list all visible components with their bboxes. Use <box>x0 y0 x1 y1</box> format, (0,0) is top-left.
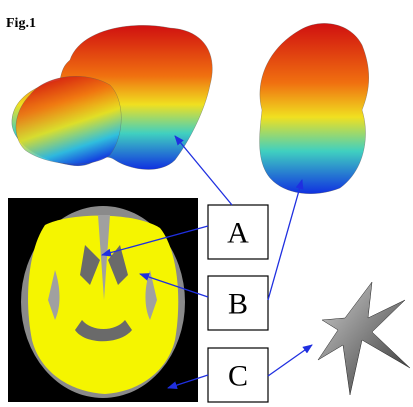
arrow <box>268 345 312 376</box>
box-label: C <box>228 360 248 393</box>
figure-label: Fig.1 <box>6 16 36 31</box>
figure: Fig.1 A B C <box>0 0 413 407</box>
box-label: A <box>227 217 249 250</box>
surface-plot <box>260 23 369 193</box>
arrow <box>175 136 232 205</box>
surface-plot-lobe <box>16 76 121 164</box>
box-label: B <box>228 288 248 321</box>
glyph <box>318 282 410 395</box>
arrow <box>268 180 302 300</box>
